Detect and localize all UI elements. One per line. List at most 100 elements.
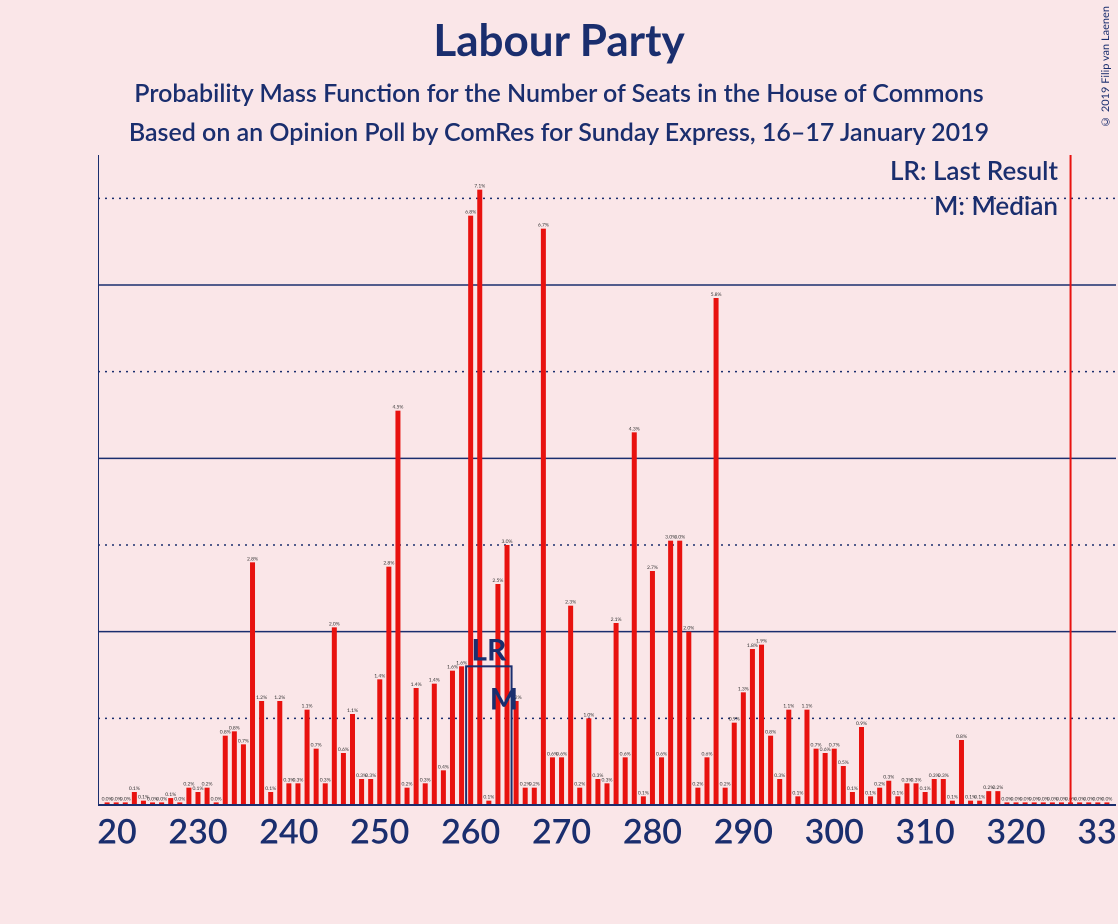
svg-text:2.3%: 2.3% bbox=[565, 600, 576, 606]
bar bbox=[832, 749, 837, 805]
bar bbox=[368, 779, 373, 805]
svg-text:1.0%: 1.0% bbox=[583, 712, 594, 718]
bar bbox=[577, 788, 582, 805]
svg-text:7.1%: 7.1% bbox=[474, 184, 485, 190]
xtick-label: 330 bbox=[1077, 810, 1116, 851]
svg-text:1.2%: 1.2% bbox=[256, 695, 267, 701]
xtick-label: 270 bbox=[532, 810, 591, 851]
copyright-text: © 2019 Filip van Laenen bbox=[1099, 6, 1112, 128]
bar bbox=[550, 757, 555, 805]
svg-text:0.3%: 0.3% bbox=[292, 777, 303, 783]
bar bbox=[759, 645, 764, 805]
xtick-label: 300 bbox=[805, 810, 864, 851]
chart-subtitle: Probability Mass Function for the Number… bbox=[0, 74, 1118, 152]
bar bbox=[377, 679, 382, 805]
bar bbox=[423, 783, 428, 805]
svg-text:0.2%: 0.2% bbox=[874, 782, 885, 788]
xtick-label: 260 bbox=[441, 810, 500, 851]
svg-text:2.5%: 2.5% bbox=[492, 578, 503, 584]
bar bbox=[241, 744, 246, 805]
bar bbox=[695, 788, 700, 805]
xtick-label: 250 bbox=[350, 810, 409, 851]
svg-text:1.2%: 1.2% bbox=[274, 695, 285, 701]
svg-text:0.9%: 0.9% bbox=[856, 721, 867, 727]
bar bbox=[932, 779, 937, 805]
bar bbox=[995, 791, 1000, 805]
svg-text:1.9%: 1.9% bbox=[756, 639, 767, 645]
bar bbox=[605, 783, 610, 805]
svg-text:0.6%: 0.6% bbox=[620, 751, 631, 757]
svg-text:2.0%: 2.0% bbox=[683, 626, 694, 632]
svg-text:0.8%: 0.8% bbox=[956, 734, 967, 740]
bar bbox=[795, 796, 800, 805]
svg-text:0.6%: 0.6% bbox=[556, 751, 567, 757]
svg-text:1.1%: 1.1% bbox=[347, 708, 358, 714]
bar bbox=[277, 701, 282, 805]
bar bbox=[777, 779, 782, 805]
svg-text:3.0%: 3.0% bbox=[674, 535, 685, 541]
bar bbox=[595, 779, 600, 805]
bar bbox=[904, 783, 909, 805]
svg-text:0.5%: 0.5% bbox=[838, 760, 849, 766]
bar bbox=[168, 798, 173, 805]
xtick-label: 280 bbox=[623, 810, 682, 851]
bar bbox=[850, 792, 855, 805]
bar bbox=[223, 736, 228, 805]
svg-text:6.7%: 6.7% bbox=[538, 223, 549, 229]
bar bbox=[914, 783, 919, 805]
bar bbox=[405, 788, 410, 805]
bar bbox=[505, 545, 510, 805]
bar bbox=[450, 671, 455, 805]
svg-text:0.0%: 0.0% bbox=[174, 796, 185, 802]
svg-text:4.5%: 4.5% bbox=[392, 405, 403, 411]
svg-text:2.8%: 2.8% bbox=[383, 561, 394, 567]
svg-text:0.3%: 0.3% bbox=[320, 777, 331, 783]
svg-text:0.1%: 0.1% bbox=[974, 795, 985, 801]
svg-text:1.4%: 1.4% bbox=[429, 678, 440, 684]
bar bbox=[477, 190, 482, 805]
bar bbox=[750, 649, 755, 805]
subtitle-line-2: Based on an Opinion Poll by ComRes for S… bbox=[129, 117, 989, 147]
svg-text:0.3%: 0.3% bbox=[883, 775, 894, 781]
svg-text:0.0%: 0.0% bbox=[1101, 796, 1112, 802]
bar bbox=[559, 757, 564, 805]
bar bbox=[814, 749, 819, 805]
svg-text:0.8%: 0.8% bbox=[229, 725, 240, 731]
xtick-label: 310 bbox=[896, 810, 955, 851]
svg-text:2.7%: 2.7% bbox=[647, 565, 658, 571]
bar bbox=[414, 688, 419, 805]
bar bbox=[341, 753, 346, 805]
svg-text:0.4%: 0.4% bbox=[438, 764, 449, 770]
svg-text:0.1%: 0.1% bbox=[947, 795, 958, 801]
svg-text:1.1%: 1.1% bbox=[302, 704, 313, 710]
bar bbox=[295, 783, 300, 805]
svg-text:0.3%: 0.3% bbox=[774, 773, 785, 779]
bar bbox=[323, 783, 328, 805]
svg-text:1.1%: 1.1% bbox=[783, 704, 794, 710]
bar bbox=[523, 788, 528, 805]
bar bbox=[941, 779, 946, 805]
bar bbox=[259, 701, 264, 805]
xtick-label: 290 bbox=[714, 810, 773, 851]
xtick-label: 240 bbox=[259, 810, 318, 851]
bar bbox=[350, 714, 355, 805]
svg-text:0.8%: 0.8% bbox=[765, 730, 776, 736]
bar bbox=[305, 710, 310, 805]
legend-m: M: Median bbox=[934, 189, 1058, 221]
bar bbox=[314, 749, 319, 805]
subtitle-line-1: Probability Mass Function for the Number… bbox=[134, 78, 983, 108]
bar bbox=[541, 229, 546, 805]
svg-text:0.2%: 0.2% bbox=[202, 782, 213, 788]
bar bbox=[459, 666, 464, 805]
svg-text:0.1%: 0.1% bbox=[483, 795, 494, 801]
svg-text:1.4%: 1.4% bbox=[374, 673, 385, 679]
bar bbox=[441, 770, 446, 805]
bar bbox=[732, 723, 737, 805]
svg-text:3.0%: 3.0% bbox=[502, 539, 513, 545]
svg-text:1.4%: 1.4% bbox=[411, 682, 422, 688]
svg-text:0.2%: 0.2% bbox=[992, 785, 1003, 791]
bar bbox=[841, 766, 846, 805]
svg-text:0.9%: 0.9% bbox=[729, 717, 740, 723]
bar bbox=[886, 781, 891, 805]
bar bbox=[395, 411, 400, 805]
